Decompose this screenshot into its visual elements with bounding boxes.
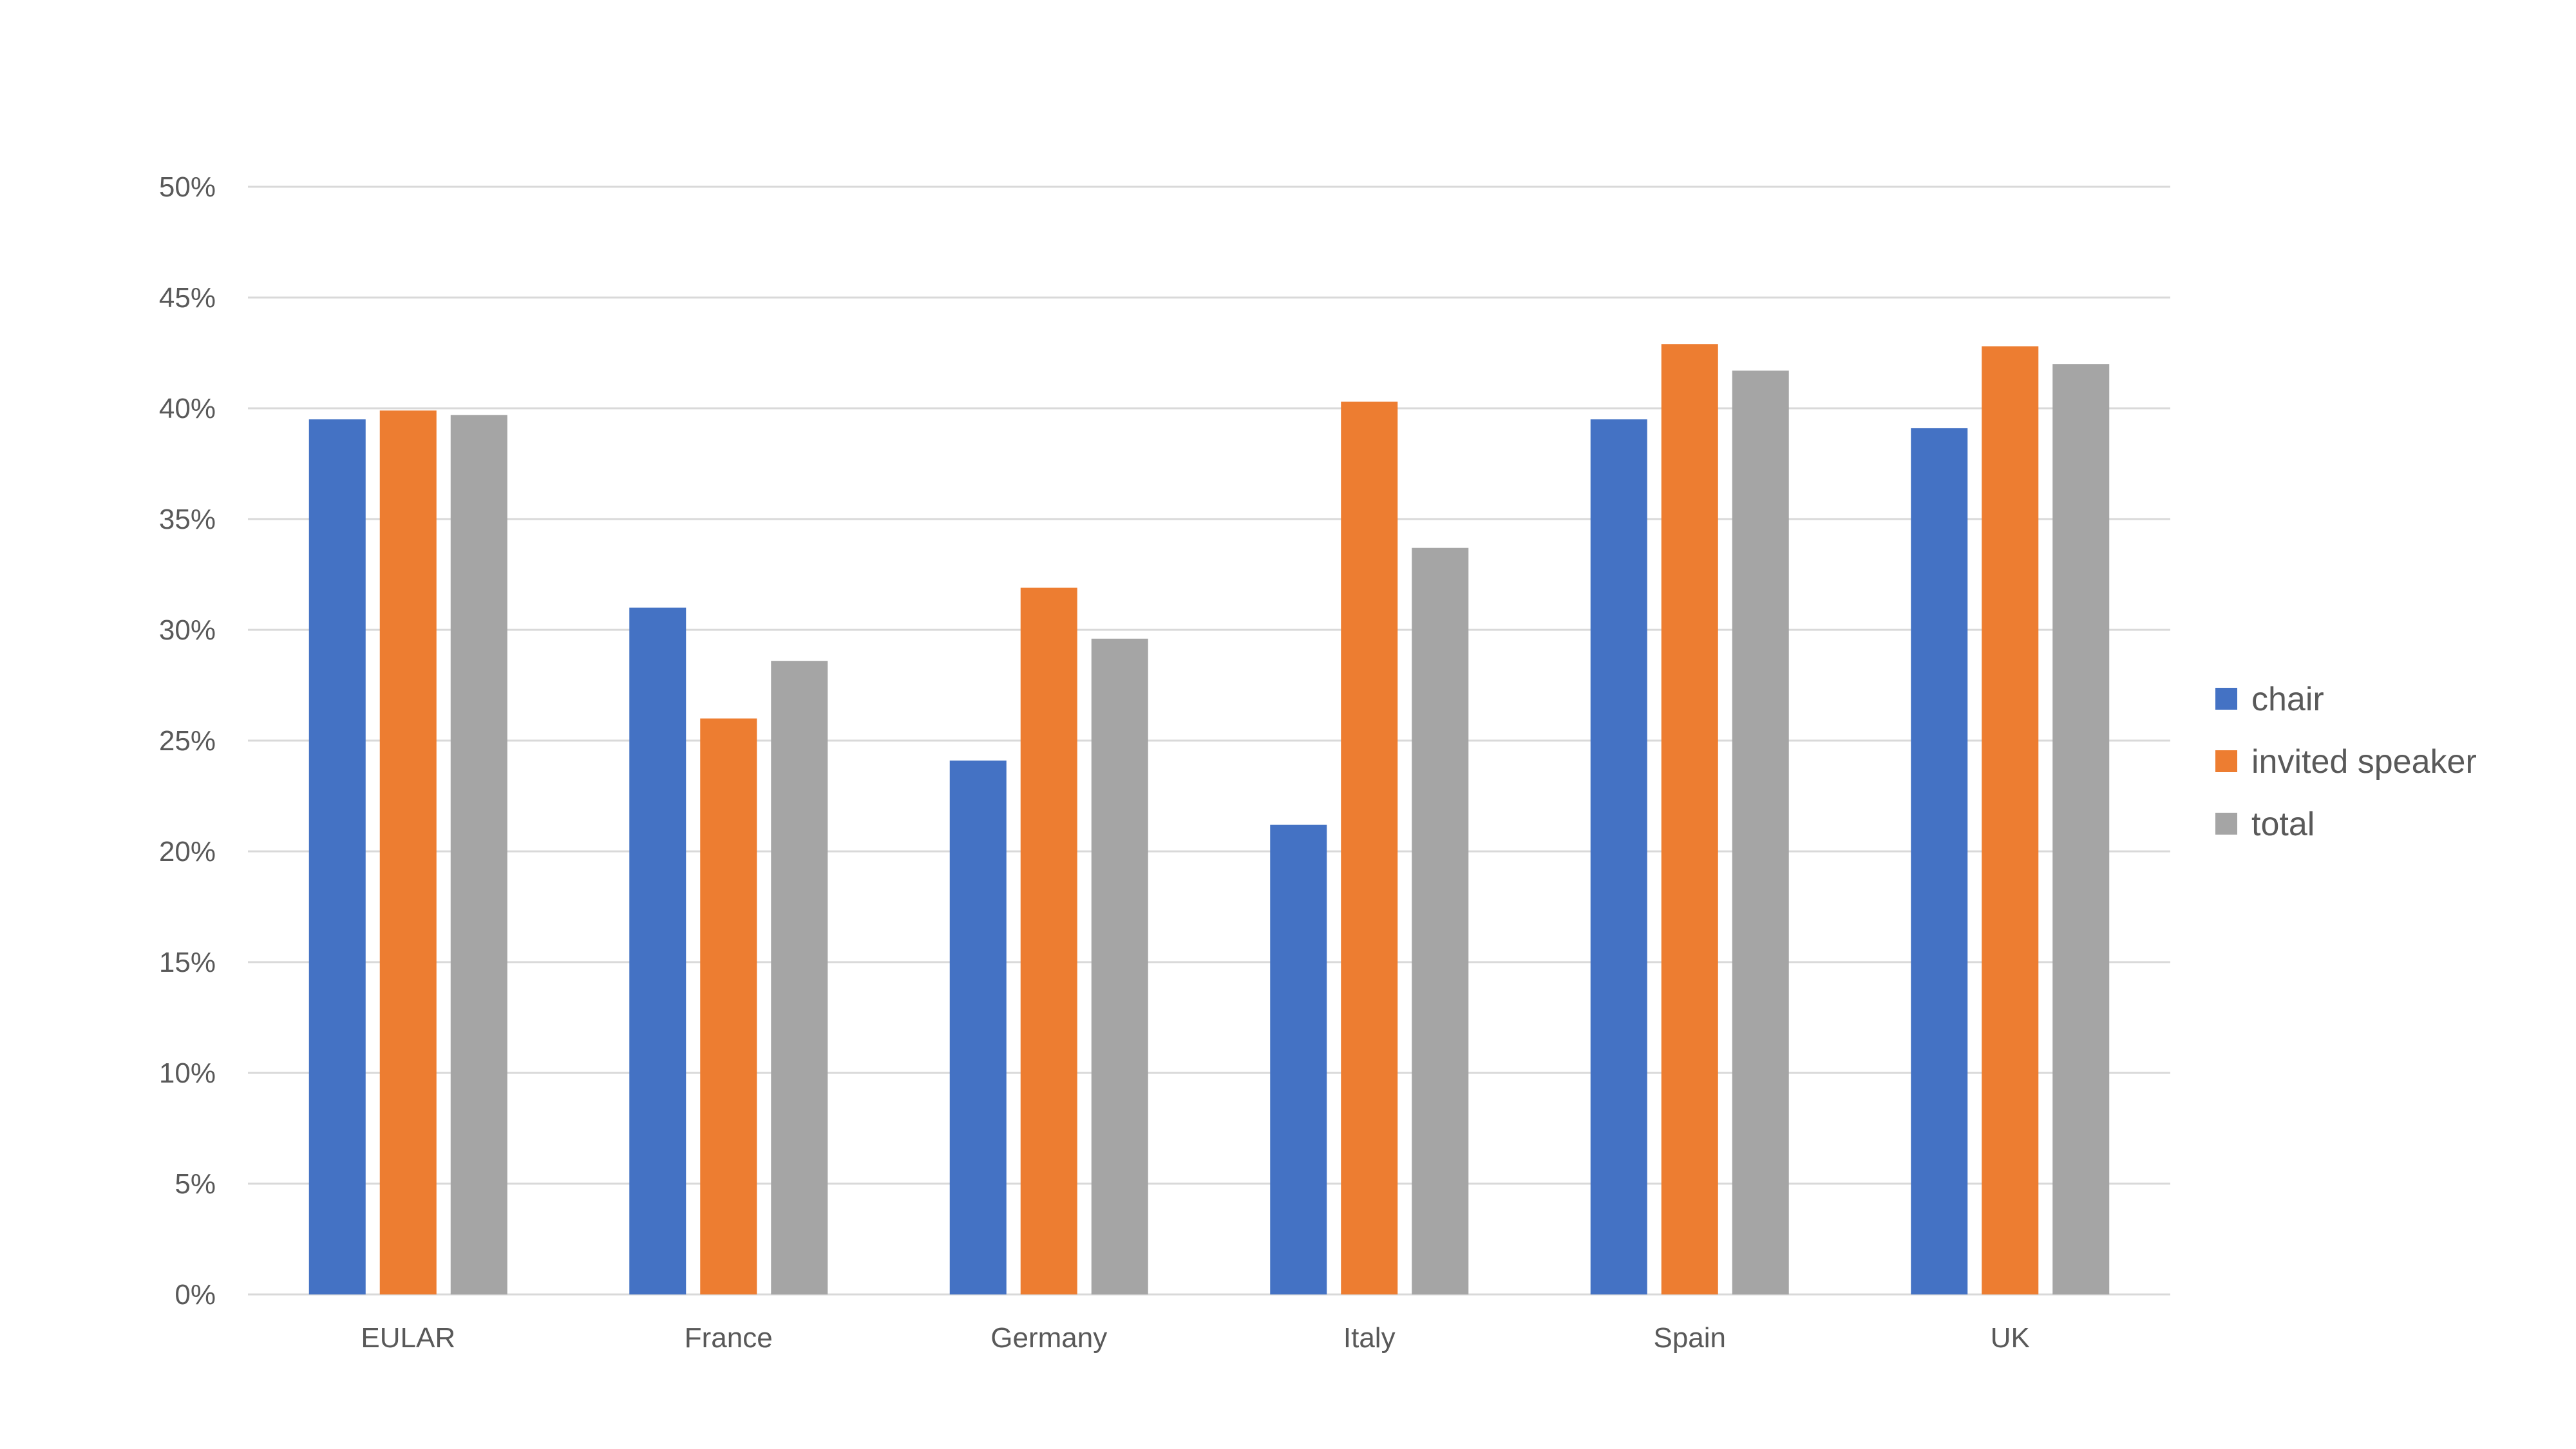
legend-swatch bbox=[2215, 688, 2237, 710]
bar bbox=[629, 607, 687, 1294]
y-tick-label: 35% bbox=[159, 504, 216, 535]
x-category-label: Spain bbox=[1653, 1322, 1726, 1354]
bar bbox=[1732, 370, 1789, 1294]
y-axis-tick-labels: 0% 5% 10% 15% 20% 25% 30% 35% 40% 45% 50% bbox=[159, 171, 216, 1311]
x-category-label: UK bbox=[1991, 1322, 2030, 1354]
y-tick-label: 0% bbox=[175, 1279, 216, 1311]
bar bbox=[2052, 364, 2110, 1295]
y-tick-label: 50% bbox=[159, 171, 216, 203]
bar bbox=[379, 410, 437, 1295]
bar bbox=[949, 760, 1007, 1294]
legend-label: chair bbox=[2251, 681, 2324, 718]
bar bbox=[1590, 419, 1647, 1295]
x-category-label: EULAR bbox=[361, 1322, 455, 1354]
x-category-label: Italy bbox=[1343, 1322, 1396, 1354]
bar bbox=[1341, 401, 1398, 1295]
bar bbox=[1270, 824, 1327, 1294]
bar bbox=[308, 419, 366, 1295]
y-tick-label: 15% bbox=[159, 947, 216, 978]
gridlines bbox=[248, 185, 2170, 1296]
bars bbox=[308, 344, 2110, 1295]
x-axis-category-labels: EULAR France Germany Italy Spain UK bbox=[361, 1322, 2029, 1354]
y-tick-label: 20% bbox=[159, 836, 216, 867]
y-tick-label: 5% bbox=[175, 1168, 216, 1200]
y-tick-label: 45% bbox=[159, 282, 216, 314]
bar bbox=[1020, 587, 1077, 1294]
y-tick-label: 40% bbox=[159, 393, 216, 424]
legend-label: total bbox=[2251, 806, 2315, 843]
bar bbox=[771, 661, 828, 1294]
y-tick-label: 25% bbox=[159, 725, 216, 757]
bar bbox=[1661, 344, 1718, 1294]
y-tick-label: 10% bbox=[159, 1057, 216, 1089]
legend-swatch bbox=[2215, 813, 2237, 835]
legend-label: invited speaker bbox=[2251, 743, 2477, 781]
bar bbox=[450, 415, 507, 1294]
legend: chair invited speaker total bbox=[2215, 681, 2477, 843]
legend-swatch bbox=[2215, 750, 2237, 772]
x-category-label: Germany bbox=[990, 1322, 1107, 1354]
bar bbox=[1982, 346, 2039, 1295]
bar bbox=[1911, 428, 1968, 1295]
bar bbox=[1412, 547, 1469, 1294]
bar bbox=[1091, 638, 1148, 1294]
bar bbox=[700, 718, 757, 1294]
x-category-label: France bbox=[685, 1322, 773, 1354]
y-tick-label: 30% bbox=[159, 614, 216, 646]
